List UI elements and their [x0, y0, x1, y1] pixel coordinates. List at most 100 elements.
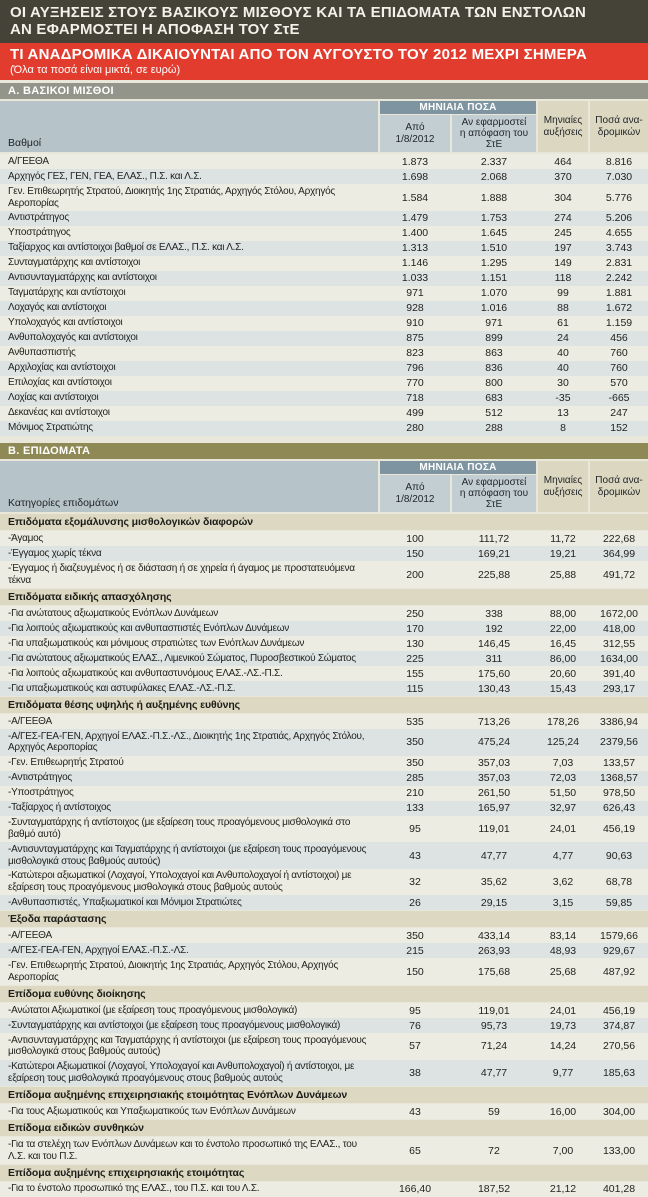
value-cell: 178,26 [546, 715, 580, 728]
value-cell: 491,72 [602, 568, 636, 581]
value-cell: 2.337 [480, 155, 508, 168]
value-cell: 21,12 [549, 1183, 577, 1196]
value-cell: 68,78 [605, 876, 633, 889]
value-cell: 24 [557, 332, 569, 345]
value-cell: 99 [557, 287, 569, 300]
value-cell: 16,45 [549, 637, 577, 650]
value-cell: 350 [406, 929, 424, 942]
value-cell: 245 [554, 227, 572, 240]
value-cell: 2.068 [480, 170, 508, 183]
value-cell: 225,88 [477, 568, 511, 581]
value-cell: 1.313 [401, 242, 429, 255]
value-cell: 2379,56 [600, 736, 638, 749]
row-label: Υποστράτηγος [8, 227, 71, 239]
table-row: Υπολοχαγός και αντίστοιχοι 910 971 61 1.159 [0, 315, 648, 331]
table-row: -Κατώτεροι Αξιωματικοί (Λοχαγοί, Υπολοχα… [0, 1059, 648, 1087]
value-cell: 418,00 [602, 622, 636, 635]
value-cell: 71,24 [480, 1040, 508, 1053]
value-cell: 32 [409, 876, 421, 889]
value-cell: 40 [557, 347, 569, 360]
section-b-column-headers: Κατηγορίες επιδομάτων ΜΗΝΙΑΙΑ ΠΟΣΑ Από 1… [0, 460, 648, 513]
value-cell: 119,01 [478, 1004, 510, 1017]
table-row: Λοχίας και αντίστοιχοι 718 683 -35 -665 [0, 390, 648, 406]
value-cell: 1.873 [401, 155, 429, 168]
table-row: Υποστράτηγος 1.400 1.645 245 4.655 [0, 225, 648, 241]
value-cell: 770 [406, 377, 424, 390]
value-cell: 311 [485, 652, 503, 665]
value-cell: 5.776 [605, 191, 633, 204]
value-cell: 899 [485, 332, 503, 345]
value-cell: 192 [485, 622, 503, 635]
value-cell: 130 [406, 637, 424, 650]
value-cell: 95 [409, 1004, 421, 1017]
value-cell: 274 [554, 212, 572, 225]
value-cell: 1.753 [480, 212, 508, 225]
table-row: -Άγαμος 100 111,72 11,72 222,68 [0, 531, 648, 547]
value-cell: 1.146 [401, 257, 429, 270]
table-row: -Συνταγματάρχης ή αντίστοιχος (με εξαίρε… [0, 815, 648, 843]
row-label: -Για ανώτατους αξιωματικούς Ενόπλων Δυνά… [8, 607, 219, 619]
value-cell: 1.479 [401, 212, 429, 225]
value-cell: 22,00 [549, 622, 577, 635]
value-cell: 1.033 [401, 272, 429, 285]
value-cell: 8.816 [605, 155, 633, 168]
table-row: -Έγγαμος ή διαζευγμένος ή σε διάσταση ή … [0, 561, 648, 589]
value-cell: 357,03 [477, 757, 511, 770]
value-cell: 512 [485, 407, 503, 420]
table-row: Ανθυπολοχαγός και αντίστοιχοι 875 899 24 456 [0, 330, 648, 346]
value-cell: 9,77 [552, 1066, 574, 1079]
value-cell: 210 [406, 787, 424, 800]
value-cell: 1.881 [605, 287, 633, 300]
value-cell: 3,15 [552, 896, 574, 909]
value-cell: 185,63 [602, 1066, 636, 1079]
section-b-groups: Επιδόματα εξομάλυνσης μισθολογικών διαφο… [0, 514, 648, 1197]
monthly-amounts-band: ΜΗΝΙΑΙΑ ΠΟΣΑ [380, 100, 536, 114]
label-column-header: Κατηγορίες επιδομάτων [0, 460, 378, 513]
value-cell: 364,99 [602, 547, 636, 560]
table-row: -Α/ΓΕΣ-ΓΕΑ-ΓΕΝ, Αρχηγοί ΕΛΑΣ.-Π.Σ.-ΛΣ. 21… [0, 943, 648, 959]
value-cell: 88,00 [549, 607, 577, 620]
group-header: Επίδομα αυξημένης επιχειρησιακής ετοιμότ… [0, 1164, 648, 1181]
value-cell: 270,56 [602, 1040, 636, 1053]
subtitle-text: ΤΙ ΑΝΑΔΡΟΜΙΚΑ ΔΙΚΑΙΟΥΝΤΑΙ ΑΠΟ ΤΟΝ ΑΥΓΟΥΣ… [10, 45, 587, 63]
value-cell: 475,24 [477, 736, 511, 749]
value-cell: 19,73 [549, 1019, 577, 1032]
value-cell: 3.743 [605, 242, 633, 255]
value-cell: 25,88 [549, 568, 577, 581]
table-row: -Για τους Αξιωματικούς και Υπαξιωματικού… [0, 1104, 648, 1120]
column-header-monthly-increases: Μηνιαίες αυξήσεις [538, 100, 588, 153]
table-row: -Α/ΓΕΕΘΑ 535 713,26 178,26 3386,94 [0, 714, 648, 730]
table-row: Ταγματάρχης και αντίστοιχοι 971 1.070 99 1.8… [0, 285, 648, 301]
value-cell: 95 [409, 822, 421, 835]
value-cell: 35,62 [480, 876, 508, 889]
value-cell: 288 [485, 422, 503, 435]
value-cell: 800 [485, 377, 503, 390]
value-cell: 150 [406, 965, 424, 978]
value-cell: 118 [554, 272, 572, 285]
value-cell: 312,55 [602, 637, 636, 650]
row-label: -Για λοιπούς αξιωματικούς και ανθυπασπισ… [8, 622, 290, 634]
row-label: -Έγγαμος χωρίς τέκνα [8, 548, 102, 560]
row-label: -Άγαμος [8, 533, 43, 545]
table-row: -Για ανώτατους αξιωματικούς Ενόπλων Δυνά… [0, 606, 648, 622]
value-cell: 971 [485, 317, 503, 330]
row-label: -Για ανώτατους αξιωματικούς ΕΛΑΣ., Λιμεν… [8, 652, 356, 664]
row-label: -Για λοιπούς αξιωματικούς και ανθυπαστυν… [8, 667, 283, 679]
table-area: Α. ΒΑΣΙΚΟΙ ΜΙΣΘΟΙ Βαθμοί ΜΗΝΙΑΙΑ ΠΟΣΑ Απ… [0, 79, 648, 1197]
value-cell: 222,68 [602, 532, 636, 545]
row-label: -Για τα στελέχη των Ενόπλων Δυνάμεων και… [8, 1138, 357, 1162]
value-cell: 338 [485, 607, 503, 620]
value-cell: 166,40 [398, 1183, 432, 1196]
value-cell: 350 [406, 736, 424, 749]
row-label: Δεκανέας και αντίστοιχοι [8, 407, 110, 419]
value-cell: 83,14 [549, 929, 577, 942]
section-a-rows: Α/ΓΕΕΘΑ 1.873 2.337 464 8.816 Αρχηγός ΓΕΣ, ΓΕ… [0, 154, 648, 436]
value-cell: 263,93 [477, 944, 511, 957]
value-cell: 280 [406, 422, 424, 435]
value-cell: 304,00 [602, 1105, 636, 1118]
value-cell: 456,19 [602, 1004, 636, 1017]
group-header: Έξοδα παράστασης [0, 911, 648, 928]
table-row: -Γεν. Επιθεωρητής Στρατού, Διοικητής 1ης… [0, 958, 648, 986]
table-row: Ταξίαρχος και αντίστοιχοι βαθμοί σε ΕΛΑΣ… [0, 240, 648, 256]
table-row: Αρχηγός ΓΕΣ, ΓΕΝ, ΓΕΑ, ΕΛΑΣ., Π.Σ. και Λ… [0, 169, 648, 185]
